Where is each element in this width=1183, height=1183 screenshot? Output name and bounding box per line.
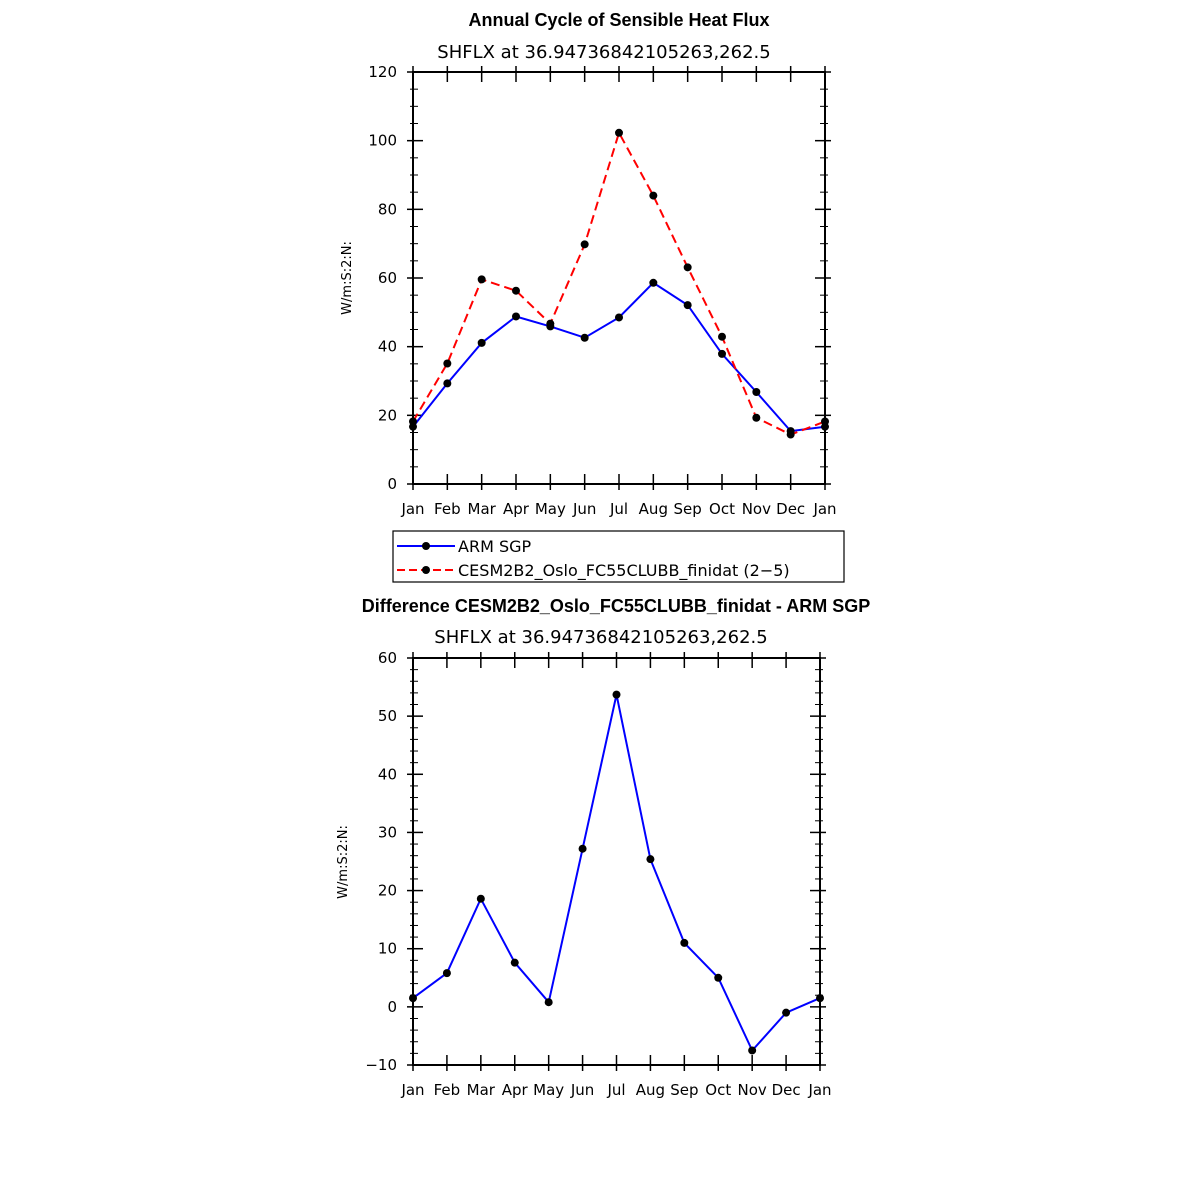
y-tick-label: 0 xyxy=(387,998,397,1016)
data-point-series-1 xyxy=(752,413,761,422)
y-axis-label: W/m:S:2:N: xyxy=(336,825,351,899)
y-tick-label: 20 xyxy=(378,406,397,424)
data-point-series-0 xyxy=(782,1008,791,1017)
y-tick-label: 80 xyxy=(378,200,397,218)
data-point-series-1 xyxy=(580,240,589,249)
legend-label-cesm2b2: CESM2B2_Oslo_FC55CLUBB_finidat (2−5) xyxy=(458,561,790,581)
data-point-series-1 xyxy=(615,128,623,137)
data-point-series-0 xyxy=(649,278,658,287)
legend-marker-cesm2b2 xyxy=(422,566,430,574)
data-point-series-0 xyxy=(443,379,452,388)
y-tick-label: 60 xyxy=(378,269,397,287)
series-line-0 xyxy=(412,281,826,433)
y-tick-label: 120 xyxy=(368,63,397,81)
y-tick-label: 50 xyxy=(378,707,397,725)
data-point-series-0 xyxy=(510,958,519,967)
x-tick-label: May xyxy=(535,500,566,518)
data-point-series-0 xyxy=(409,994,417,1003)
x-tick-label: Feb xyxy=(434,1081,461,1099)
data-point-series-1 xyxy=(821,417,829,426)
legend-marker-arm-sgp xyxy=(422,542,430,550)
data-point-series-1 xyxy=(409,417,417,426)
x-tick-label: Apr xyxy=(502,1081,529,1099)
x-tick-label: Jul xyxy=(606,1081,625,1099)
data-point-series-0 xyxy=(714,973,723,982)
chart-subtitle: SHFLX at 36.94736842105263,262.5 xyxy=(434,627,767,648)
series-line-1 xyxy=(412,130,826,436)
y-tick-label: 20 xyxy=(378,882,397,900)
x-tick-label: Dec xyxy=(776,500,805,518)
data-point-series-0 xyxy=(544,998,553,1007)
y-tick-label: −10 xyxy=(365,1056,397,1074)
data-point-series-1 xyxy=(683,263,692,272)
x-tick-label: Mar xyxy=(467,1081,496,1099)
x-tick-label: Apr xyxy=(503,500,530,518)
data-point-series-1 xyxy=(718,332,726,341)
x-tick-label: Sep xyxy=(670,1081,698,1099)
data-point-series-0 xyxy=(752,387,761,396)
data-point-series-0 xyxy=(718,349,726,358)
legend: ARM SGP CESM2B2_Oslo_FC55CLUBB_finidat (… xyxy=(392,530,845,583)
plot-frame xyxy=(412,657,821,1066)
x-tick-label: Jan xyxy=(807,1081,831,1099)
data-point-series-0 xyxy=(578,844,587,853)
data-point-series-0 xyxy=(680,938,689,947)
data-point-series-0 xyxy=(612,690,621,699)
data-point-series-0 xyxy=(683,301,692,310)
data-point-series-1 xyxy=(512,286,520,295)
x-tick-label: Aug xyxy=(639,500,668,518)
data-point-series-0 xyxy=(512,312,520,321)
x-tick-label: Nov xyxy=(738,1081,767,1099)
data-point-series-1 xyxy=(443,359,452,368)
data-point-series-1 xyxy=(546,319,555,328)
difference-chart: Difference CESM2B2_Oslo_FC55CLUBB_finida… xyxy=(336,596,870,1099)
data-point-series-1 xyxy=(477,275,486,284)
chart-title: Annual Cycle of Sensible Heat Flux xyxy=(468,10,769,30)
x-tick-label: Jan xyxy=(400,500,424,518)
data-point-series-0 xyxy=(816,994,824,1003)
x-tick-label: Jan xyxy=(812,500,836,518)
x-tick-label: Jun xyxy=(572,500,596,518)
x-tick-label: Dec xyxy=(772,1081,801,1099)
y-tick-label: 40 xyxy=(378,338,397,356)
chart-subtitle: SHFLX at 36.94736842105263,262.5 xyxy=(437,42,770,63)
x-tick-label: Aug xyxy=(636,1081,665,1099)
x-tick-label: Jul xyxy=(609,500,628,518)
legend-label-arm-sgp: ARM SGP xyxy=(458,537,532,556)
y-tick-label: 0 xyxy=(387,475,397,493)
data-point-series-0 xyxy=(477,338,486,347)
x-tick-label: Sep xyxy=(674,500,702,518)
x-tick-label: May xyxy=(533,1081,564,1099)
y-tick-label: 100 xyxy=(368,132,397,150)
data-point-series-0 xyxy=(476,894,485,903)
data-point-series-0 xyxy=(580,333,589,342)
x-tick-label: Oct xyxy=(705,1081,731,1099)
x-tick-label: Nov xyxy=(742,500,771,518)
data-point-series-0 xyxy=(615,313,623,322)
x-tick-label: Oct xyxy=(709,500,735,518)
y-axis-label: W/m:S:2:N: xyxy=(340,241,355,315)
y-tick-label: 30 xyxy=(378,823,397,841)
y-tick-label: 40 xyxy=(378,765,397,783)
chart-title: Difference CESM2B2_Oslo_FC55CLUBB_finida… xyxy=(362,596,870,616)
data-point-series-0 xyxy=(442,969,451,978)
x-tick-label: Jan xyxy=(400,1081,424,1099)
data-point-series-0 xyxy=(748,1046,757,1055)
data-point-series-1 xyxy=(786,430,795,439)
x-tick-label: Mar xyxy=(468,500,497,518)
x-tick-label: Jun xyxy=(570,1081,594,1099)
series-line-0 xyxy=(412,694,821,1053)
y-tick-label: 60 xyxy=(378,649,397,667)
y-tick-label: 10 xyxy=(378,940,397,958)
data-point-series-1 xyxy=(649,191,658,200)
annual-cycle-chart: Annual Cycle of Sensible Heat Flux SHFLX… xyxy=(340,10,837,518)
x-tick-label: Feb xyxy=(434,500,461,518)
legend-box xyxy=(392,530,845,583)
data-point-series-0 xyxy=(646,855,655,864)
